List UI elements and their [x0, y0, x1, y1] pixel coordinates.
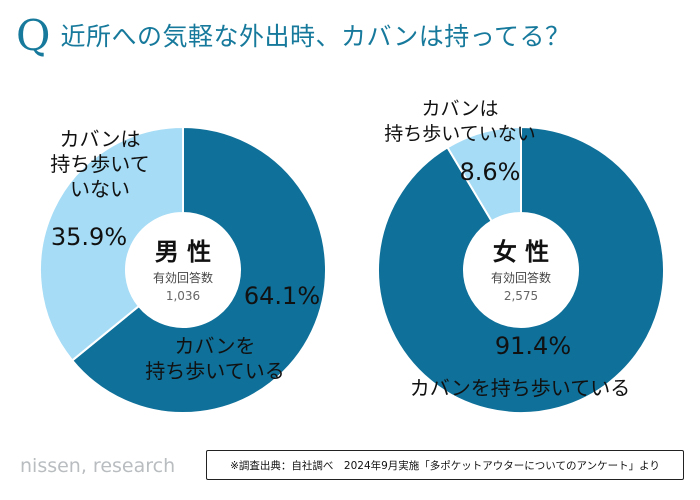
- slice-label: カバンを: [175, 334, 256, 358]
- gender-label: 男 性: [155, 238, 211, 266]
- slice-percentage: 8.6%: [460, 158, 521, 186]
- respondents-count: 1,036: [166, 289, 200, 303]
- slice-not-carry: [446, 125, 522, 223]
- slice-label: 持ち歩いていない: [384, 123, 535, 145]
- source-note: ※調査出典：自社調べ 2024年9月実施「多ポケットアウターについてのアンケート…: [206, 450, 684, 480]
- question-text: 近所への気軽な外出時、カバンは持ってる？: [60, 21, 571, 51]
- page-title: Q 近所への気軽な外出時、カバンは持ってる？: [16, 12, 570, 60]
- slice-percentage: 35.9%: [51, 223, 127, 251]
- slice-percentage: 64.1%: [244, 282, 320, 310]
- source-text: ※調査出典：自社調べ 2024年9月実施「多ポケットアウターについてのアンケート…: [230, 459, 660, 472]
- slice-percentage: 91.4%: [495, 332, 571, 360]
- question-mark-q: Q: [16, 11, 51, 60]
- slice-label: いない: [70, 177, 130, 201]
- brand-logo-text: nissen, research: [20, 455, 176, 477]
- respondents-label: 有効回答数: [491, 270, 551, 285]
- gender-label: 女 性: [493, 238, 549, 266]
- slice-label: カバンを持ち歩いている: [410, 376, 630, 400]
- slice-label: 持ち歩いて: [50, 152, 149, 176]
- slice-not-carry: [39, 125, 184, 362]
- respondents-label: 有効回答数: [153, 270, 213, 285]
- slice-label: カバンは: [60, 127, 141, 151]
- slice-label: 持ち歩いている: [145, 359, 284, 383]
- slice-carry: [70, 125, 327, 414]
- slice-carry: [377, 125, 665, 414]
- slice-label: カバンは: [422, 98, 499, 120]
- respondents-count: 2,575: [504, 289, 538, 303]
